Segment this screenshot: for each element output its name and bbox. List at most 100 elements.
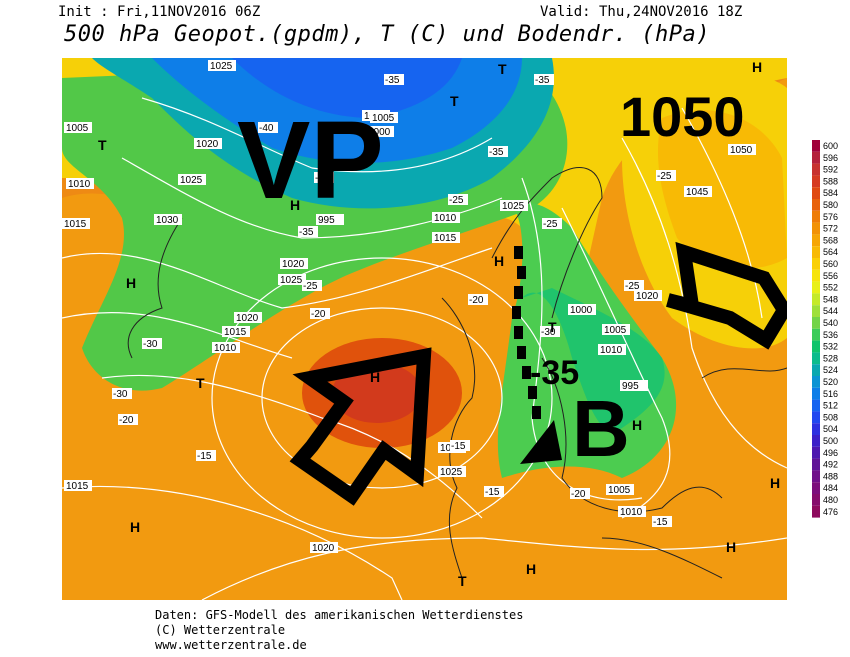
legend-swatch bbox=[812, 505, 820, 518]
svg-text:1010: 1010 bbox=[214, 343, 237, 354]
temp-label: -35 bbox=[534, 74, 554, 86]
pressure-center-label: H bbox=[632, 417, 642, 433]
legend-label: 572 bbox=[823, 224, 838, 234]
isobar-label: 1025 bbox=[438, 466, 466, 478]
legend-label: 524 bbox=[823, 365, 838, 375]
legend-label: 536 bbox=[823, 330, 838, 340]
legend-label: 600 bbox=[823, 141, 838, 151]
svg-text:1005: 1005 bbox=[604, 325, 627, 336]
svg-text:1025: 1025 bbox=[502, 201, 525, 212]
isobar-label: 1010 bbox=[212, 342, 240, 354]
pressure-center-label: T bbox=[450, 93, 459, 109]
legend-swatch bbox=[812, 246, 820, 258]
legend-label: 576 bbox=[823, 212, 838, 222]
legend-label: 596 bbox=[823, 153, 838, 163]
pressure-center-label: H bbox=[726, 539, 736, 555]
legend-swatch bbox=[812, 258, 820, 270]
isobar-label: 1020 bbox=[634, 290, 662, 302]
svg-text:-30: -30 bbox=[143, 339, 158, 350]
isobar-label: 1025 bbox=[500, 200, 528, 212]
pressure-center-label: T bbox=[458, 573, 467, 589]
svg-text:1005: 1005 bbox=[66, 123, 89, 134]
isobar-label: 1045 bbox=[684, 186, 712, 198]
footer-data-source: Daten: GFS-Modell des amerikanischen Wet… bbox=[155, 608, 524, 622]
svg-text:-20: -20 bbox=[469, 295, 484, 306]
arrow-overlay bbox=[289, 241, 787, 506]
svg-text:-25: -25 bbox=[303, 281, 318, 292]
color-legend: 6005965925885845805765725685645605565525… bbox=[812, 140, 838, 518]
pressure-center-label: T bbox=[98, 137, 107, 153]
svg-text:1020: 1020 bbox=[236, 313, 259, 324]
legend-swatch bbox=[812, 281, 820, 294]
legend-label: 580 bbox=[823, 200, 838, 210]
isobar-label: 1030 bbox=[154, 214, 182, 226]
svg-text:-30: -30 bbox=[541, 327, 556, 338]
map-title: 500 hPa Geopot.(gpdm), T (C) und Bodendr… bbox=[64, 22, 711, 47]
legend-swatch bbox=[812, 340, 820, 353]
svg-text:-30: -30 bbox=[113, 389, 128, 400]
legend-swatch bbox=[812, 423, 820, 435]
legend-swatch bbox=[812, 222, 820, 235]
svg-text:1030: 1030 bbox=[156, 215, 179, 226]
temp-label: -20 bbox=[118, 414, 138, 426]
svg-text:1025: 1025 bbox=[180, 175, 203, 186]
pressure-center-label: H bbox=[526, 561, 536, 577]
svg-text:1050: 1050 bbox=[730, 145, 753, 156]
low-annotation: B bbox=[572, 384, 630, 473]
legend-label: 552 bbox=[823, 283, 838, 293]
legend-label: 484 bbox=[823, 483, 838, 493]
legend-swatch bbox=[812, 151, 820, 164]
svg-text:-35: -35 bbox=[535, 75, 550, 86]
arrow-northeast-west bbox=[289, 347, 432, 506]
svg-text:1010: 1010 bbox=[68, 179, 91, 190]
svg-text:1020: 1020 bbox=[196, 139, 219, 150]
isobar-label: 1005 bbox=[64, 122, 92, 134]
footer-website[interactable]: www.wetterzentrale.de bbox=[155, 638, 307, 652]
temp-label: -15 bbox=[652, 516, 672, 528]
temp-label: -35 bbox=[488, 146, 508, 158]
svg-text:-25: -25 bbox=[625, 281, 640, 292]
legend-swatch bbox=[812, 210, 820, 223]
isobar-label: 1005 bbox=[370, 112, 398, 124]
svg-text:1025: 1025 bbox=[280, 275, 303, 286]
temp-label: -30 bbox=[112, 388, 132, 400]
svg-text:995: 995 bbox=[318, 215, 335, 226]
legend-label: 532 bbox=[823, 342, 838, 352]
pressure-center-label: T bbox=[498, 61, 507, 77]
legend-swatch bbox=[812, 458, 820, 471]
svg-text:1010: 1010 bbox=[600, 345, 623, 356]
temp-label: -35 bbox=[298, 226, 318, 238]
temp-label: -30 bbox=[540, 326, 560, 338]
pressure-center-label: H bbox=[752, 59, 762, 75]
temp-label: -25 bbox=[448, 194, 468, 206]
isobar-label: 1050 bbox=[728, 144, 756, 156]
temp-label: -20 bbox=[468, 294, 488, 306]
isobar-label: 995 bbox=[316, 214, 344, 226]
legend-swatch bbox=[812, 175, 820, 188]
legend-swatch bbox=[812, 317, 820, 329]
svg-text:-15: -15 bbox=[451, 441, 466, 452]
svg-text:-20: -20 bbox=[119, 415, 134, 426]
legend-label: 560 bbox=[823, 259, 838, 269]
isobar-label: 1015 bbox=[64, 480, 92, 492]
svg-text:-35: -35 bbox=[489, 147, 504, 158]
temp-label: -35 bbox=[314, 172, 334, 184]
isobar-label: 1000 bbox=[568, 304, 596, 316]
isobar-label: 995 bbox=[620, 380, 648, 392]
temp-label: -15 bbox=[196, 450, 216, 462]
svg-text:1020: 1020 bbox=[312, 543, 335, 554]
temp-label: -25 bbox=[624, 280, 644, 292]
legend-swatch bbox=[812, 163, 820, 176]
footer-copyright: (C) Wetterzentrale bbox=[155, 623, 286, 637]
svg-text:-35: -35 bbox=[315, 173, 330, 184]
coastlines bbox=[127, 167, 787, 579]
legend-swatch bbox=[812, 411, 820, 424]
pressure-center-label: T bbox=[196, 375, 205, 391]
legend-label: 488 bbox=[823, 471, 838, 481]
legend-label: 556 bbox=[823, 271, 838, 281]
svg-text:1010: 1010 bbox=[620, 507, 643, 518]
legend-swatch bbox=[812, 234, 820, 247]
temp-label: -35 bbox=[384, 74, 404, 86]
isobar-label: 1010 bbox=[66, 178, 94, 190]
svg-text:995: 995 bbox=[622, 381, 639, 392]
